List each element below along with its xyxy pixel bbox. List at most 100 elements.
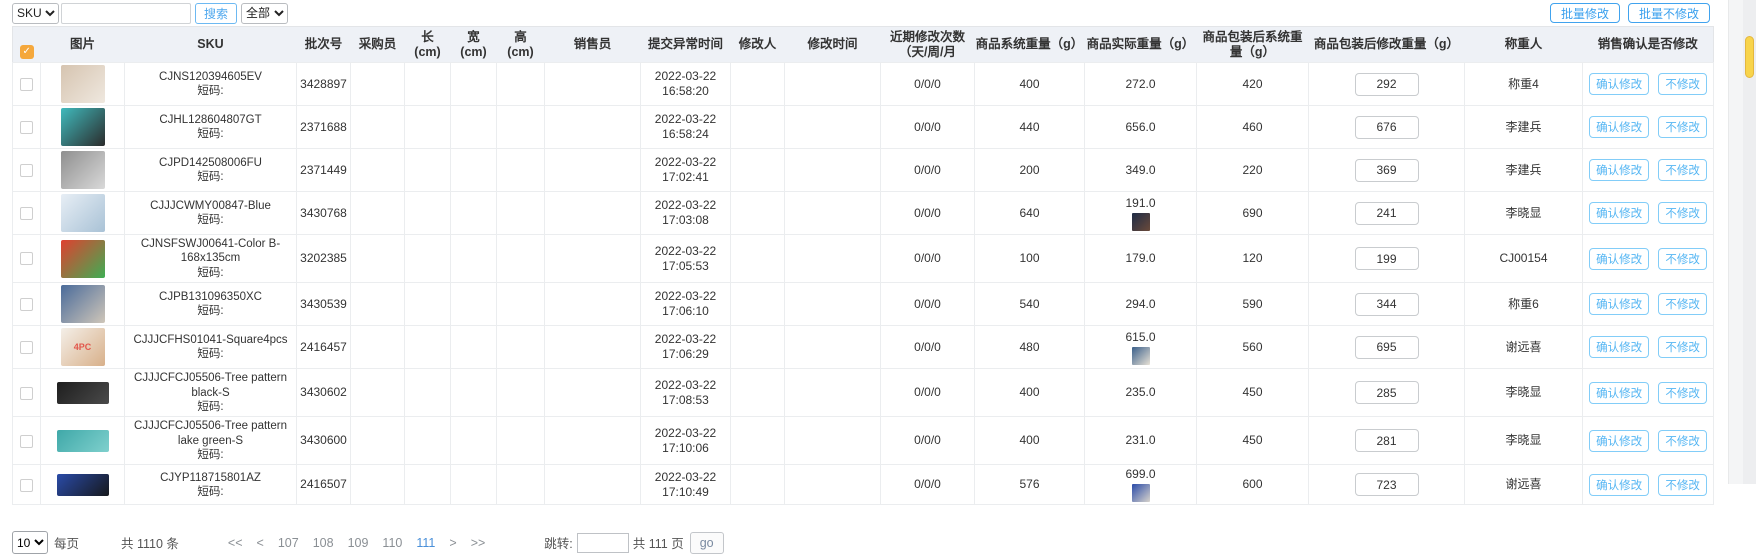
modify-time [784,234,881,284]
actual-weight: 191.0 [1125,195,1156,210]
no-modify-button[interactable]: 不修改 [1658,381,1707,404]
submit-exception-time: 2022-03-22 16:58:24 [640,105,731,150]
row-checkbox[interactable] [20,120,33,134]
confirm-modify-button[interactable]: 确认修改 [1589,116,1650,139]
no-modify-button[interactable]: 不修改 [1658,116,1707,139]
packed-modify-weight-input[interactable] [1354,158,1419,182]
no-modify-button[interactable]: 不修改 [1658,202,1707,225]
pager-page-109[interactable]: 109 [347,535,369,550]
modifier [730,325,785,370]
modifier [730,105,785,150]
pager-arrow[interactable]: > [449,535,457,550]
plush-slippers-photo [60,65,105,104]
no-modify-button[interactable]: 不修改 [1658,247,1707,270]
row-checkbox[interactable] [20,206,33,220]
row-checkbox[interactable] [20,298,33,312]
select-all-checkbox[interactable]: ✓ [19,45,34,60]
scrollbar-thumb[interactable] [1745,36,1754,78]
rainbow-butterfly-cape-photo [60,239,105,278]
batch-modify-button[interactable]: 批量修改 [1549,3,1620,23]
column-header: 采购员 [350,26,405,63]
pagination-bar: 10 每页 共 1110 条 << <107 108 109 110 111 > >> 跳转:… [12,531,1756,554]
confirm-modify-button[interactable]: 确认修改 [1589,247,1650,270]
row-checkbox[interactable] [20,386,33,400]
packed-modify-weight-input[interactable] [1354,292,1419,316]
no-modify-button[interactable]: 不修改 [1658,336,1707,359]
row-checkbox[interactable] [20,434,33,448]
search-input[interactable] [61,2,191,24]
modify-time [784,464,881,506]
packed-system-weight: 450 [1196,416,1309,466]
confirm-modify-button[interactable]: 确认修改 [1589,381,1650,404]
pager-page-110[interactable]: 110 [382,535,403,550]
no-modify-button[interactable]: 不修改 [1658,293,1707,316]
packed-modify-weight-input[interactable] [1354,335,1419,359]
submit-clock: 17:03:08 [662,213,709,228]
confirm-modify-button[interactable]: 确认修改 [1589,293,1650,316]
sku-type-select[interactable]: SKU [12,2,59,24]
salesperson [544,282,641,327]
modify-time [784,105,881,150]
packed-modify-weight-input[interactable] [1354,72,1419,96]
jump-page-input[interactable] [576,532,629,553]
system-weight: 100 [974,234,1085,284]
batch-no-modify-button[interactable]: 批量不修改 [1627,3,1710,23]
pager: << <107 108 109 110 111 > >> [221,536,492,550]
weigher: 谢远喜 [1464,325,1583,370]
confirm-modify-button[interactable]: 确认修改 [1589,336,1650,359]
length-cm [404,416,451,466]
pager-page-107[interactable]: 107 [277,535,299,550]
column-header: 批次号 [296,26,351,63]
table-row: CJHL128604807GT 短码: 2371688 2022-03-22 1… [12,105,1714,150]
confirm-modify-button[interactable]: 确认修改 [1589,73,1650,96]
row-checkbox[interactable] [20,341,33,355]
height-cm [496,105,545,150]
pager-page-111[interactable]: 111 [416,535,436,550]
height-cm [496,416,545,466]
row-checkbox[interactable] [20,252,33,266]
height-cm [496,62,545,107]
row-checkbox[interactable] [20,77,33,91]
confirm-modify-button[interactable]: 确认修改 [1589,159,1650,182]
short-code-label: 短码: [197,449,224,462]
no-modify-button[interactable]: 不修改 [1658,73,1707,96]
confirm-modify-button[interactable]: 确认修改 [1589,473,1650,496]
pager-arrow[interactable]: < [256,535,264,550]
weigher: 称重6 [1464,282,1583,327]
confirm-modify-button[interactable]: 确认修改 [1589,202,1650,225]
per-page-select[interactable]: 10 [12,531,48,554]
submit-exception-time: 2022-03-22 17:10:06 [640,416,731,466]
batch-number: 2371688 [296,105,351,150]
go-button[interactable]: go [689,531,724,554]
confirm-modify-button[interactable]: 确认修改 [1589,429,1650,452]
packed-modify-weight-input[interactable] [1354,429,1419,453]
row-checkbox[interactable] [20,163,33,177]
system-weight: 200 [974,148,1085,193]
column-header: 销售确认是否修改 [1582,26,1714,63]
pager-arrow[interactable]: << [227,535,243,550]
sku-code: CJJJCFCJ05506-Tree pattern black-S [134,372,287,399]
packed-modify-weight-input[interactable] [1354,247,1419,271]
sku-code: CJHL128604807GT [159,113,262,126]
pager-page-108[interactable]: 108 [312,535,334,550]
no-modify-button[interactable]: 不修改 [1658,159,1707,182]
batch-number: 2416457 [296,325,351,370]
packed-modify-weight-input[interactable] [1354,115,1419,139]
no-modify-button[interactable]: 不修改 [1658,473,1707,496]
recent-modify-count: 0/0/0 [880,148,975,193]
packed-modify-weight-input[interactable] [1354,201,1419,225]
submit-exception-time: 2022-03-22 17:06:10 [640,282,731,327]
filter-select[interactable]: 全部 [241,2,289,24]
packed-modify-weight-input[interactable] [1354,473,1419,497]
salesperson [544,191,641,236]
no-modify-button[interactable]: 不修改 [1658,429,1707,452]
row-actions: 确认修改 不修改 [1582,148,1714,193]
search-button[interactable]: 搜索 [195,2,238,24]
total-count-label: 共 1110 条 [121,537,179,552]
column-header: 称重人 [1464,26,1583,63]
packed-modify-weight-input[interactable] [1354,381,1419,405]
modifier [730,148,785,193]
vertical-scrollbar[interactable] [1743,0,1756,484]
pager-arrow[interactable]: >> [470,535,486,550]
row-checkbox[interactable] [20,478,33,492]
